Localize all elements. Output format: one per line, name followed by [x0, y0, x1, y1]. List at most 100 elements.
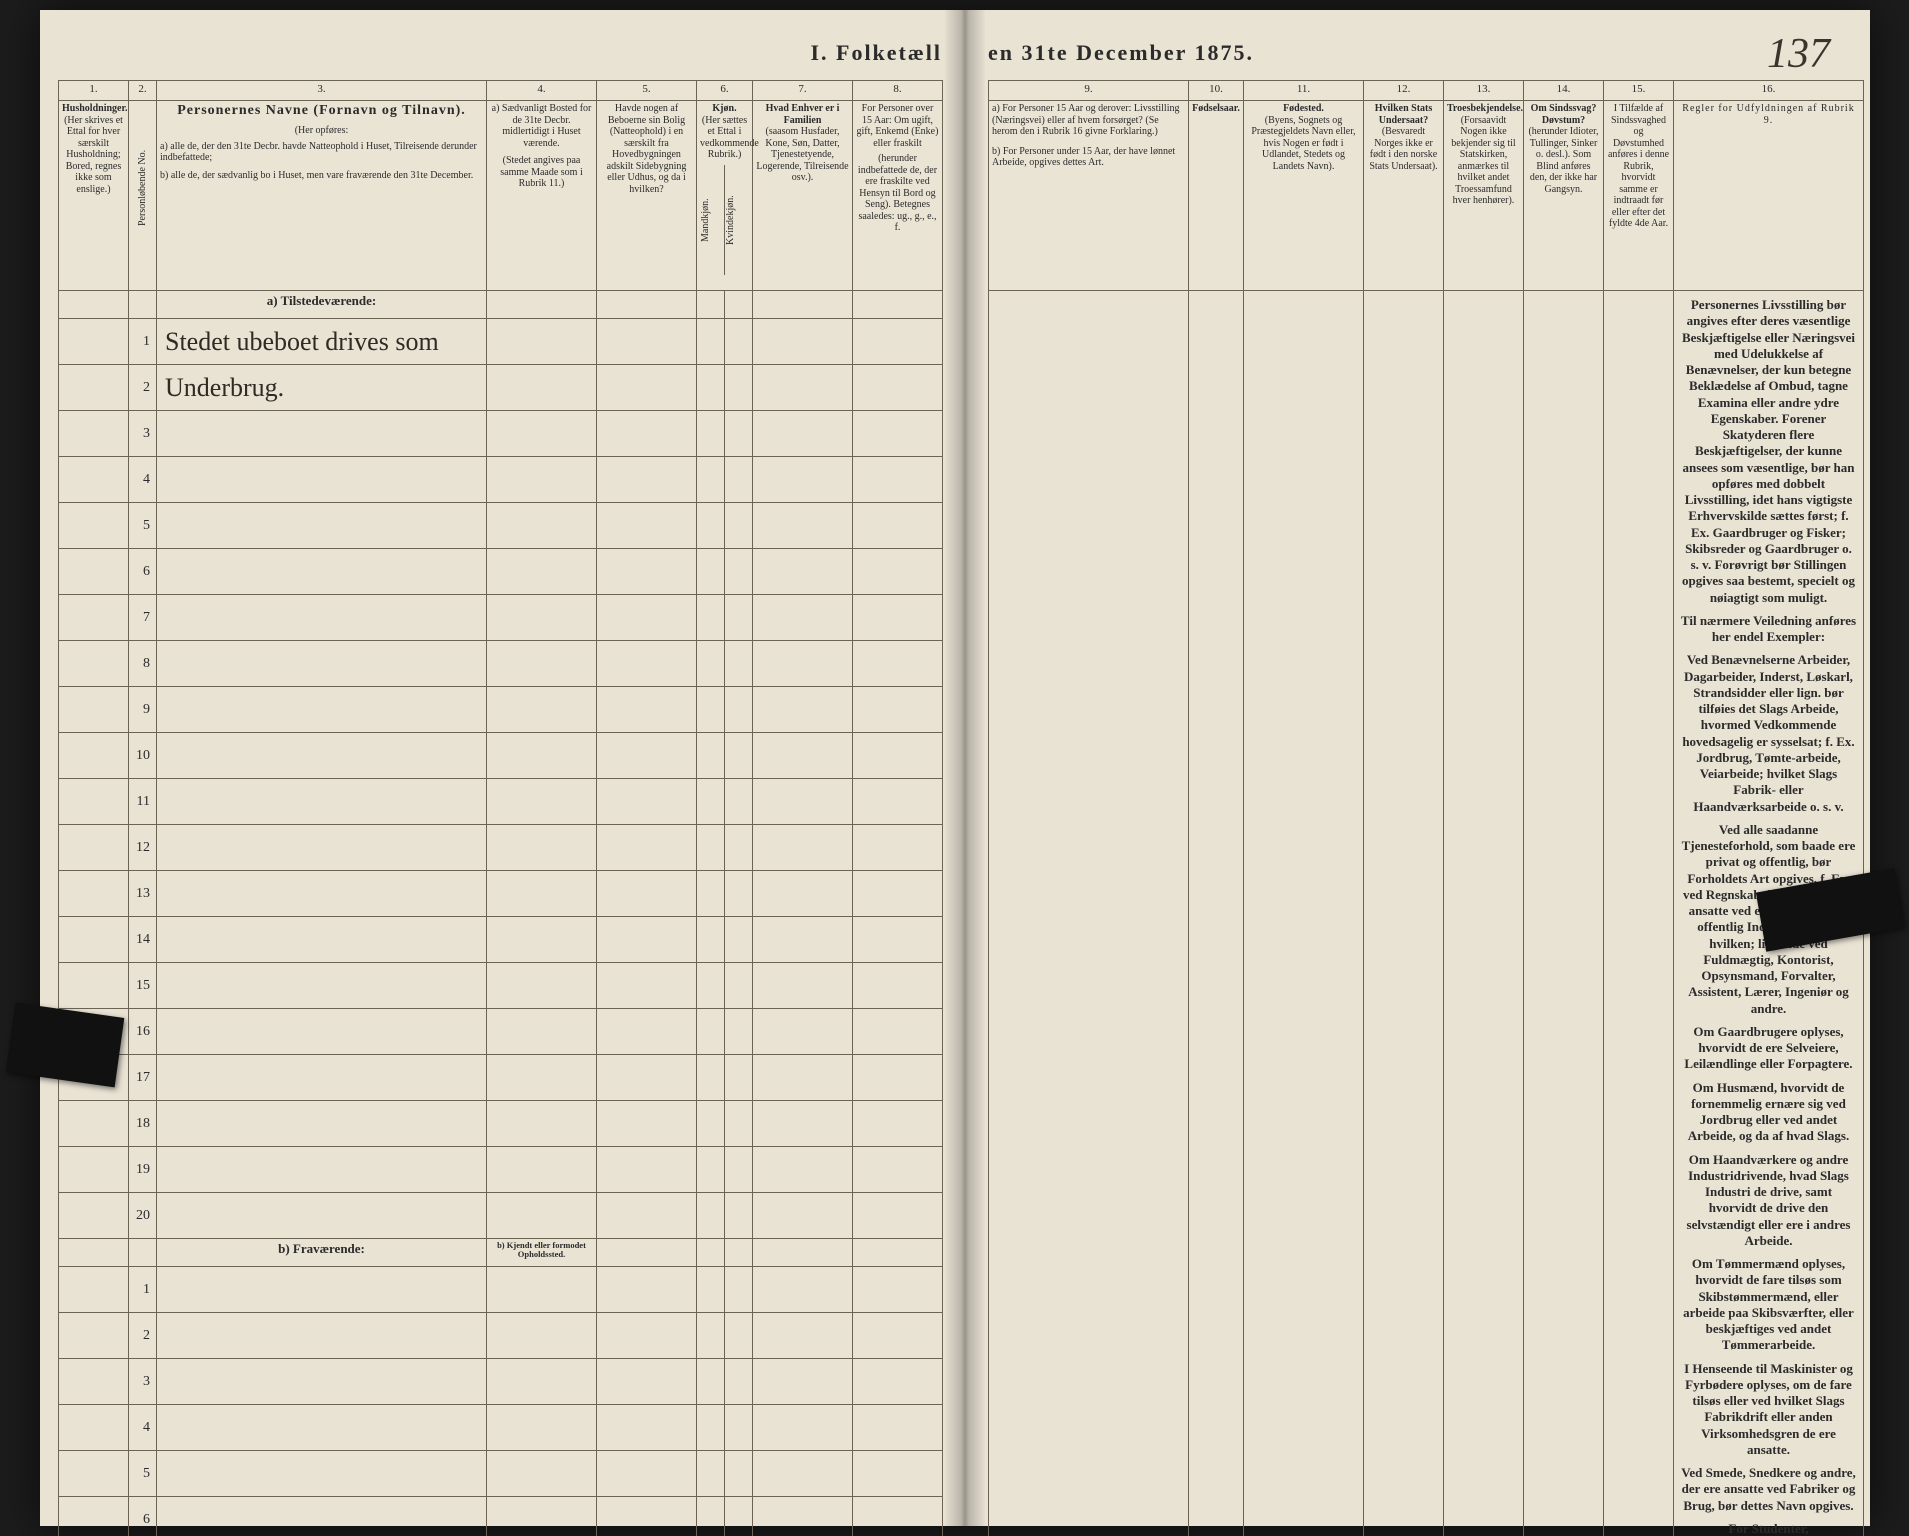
rules-paragraph: Om Gaardbrugere oplyses, hvorvidt de ere…: [1680, 1024, 1857, 1073]
ledger-table-left: 1. 2. 3. 4. 5. 6. 7. 8. Husholdninger. (…: [58, 80, 943, 1536]
col-6-m: Mandkjøn.: [700, 165, 725, 275]
title-right: en 31te December 1875.: [988, 40, 1852, 80]
col-2-head: Personløbende No.: [129, 101, 157, 291]
table-row: 1: [59, 1267, 943, 1313]
section-a-row-r: Personernes Livsstilling bør angives eft…: [989, 291, 1864, 1536]
col-6-num: 6.: [697, 81, 753, 101]
row-number: 13: [129, 871, 157, 917]
col-10-title: Fødselsaar.: [1192, 103, 1240, 114]
table-row: 14: [59, 917, 943, 963]
rules-paragraph: Om Haandværkere og andre Industridrivend…: [1680, 1152, 1857, 1250]
col-6-k: Kvindekjøn.: [725, 165, 749, 275]
row-number: 4: [129, 457, 157, 503]
col-number-row: 1. 2. 3. 4. 5. 6. 7. 8.: [59, 81, 943, 101]
col-6-head: Kjøn. (Her sættes et Ettal i vedkommende…: [697, 101, 753, 291]
col-3-num: 3.: [157, 81, 487, 101]
col-11-num: 11.: [1244, 81, 1364, 101]
table-row: 9: [59, 687, 943, 733]
table-row: 7: [59, 595, 943, 641]
table-row: 20: [59, 1193, 943, 1239]
col-8-num: 8.: [853, 81, 943, 101]
col-13-head: Troesbekjendelse. (Forsaavidt Nogen ikke…: [1444, 101, 1524, 291]
section-b-label: b) Fraværende:: [157, 1239, 487, 1267]
binding-clip-left: [6, 1003, 125, 1088]
table-row: 11: [59, 779, 943, 825]
section-b-row: b) Fraværende: b) Kjendt eller formodet …: [59, 1239, 943, 1267]
col-14-head: Om Sindssvag? Døvstum? (herunder Idioter…: [1524, 101, 1604, 291]
table-row: 16: [59, 1009, 943, 1055]
table-row: 8: [59, 641, 943, 687]
handwritten-text: Stedet ubeboet drives som: [157, 319, 487, 365]
row-number: 15: [129, 963, 157, 1009]
col-8-title: For Personer over 15 Aar: Om ugift, gift…: [856, 103, 939, 149]
col-13-sub: (Forsaavidt Nogen ikke bekjender sig til…: [1447, 115, 1520, 207]
row-number: 3: [129, 1359, 157, 1405]
col-4-sub: (Stedet angives paa samme Maade som i Ru…: [490, 155, 593, 190]
table-row: 4: [59, 457, 943, 503]
col-10-num: 10.: [1189, 81, 1244, 101]
row-number: 18: [129, 1101, 157, 1147]
rules-paragraph: Ved Benævnelserne Arbeider, Dagarbeider,…: [1680, 652, 1857, 815]
rules-paragraph: Ved Smede, Snedkere og andre, der ere an…: [1680, 1465, 1857, 1514]
row-number: 6: [129, 1497, 157, 1536]
table-row: 6: [59, 549, 943, 595]
row-number: 7: [129, 595, 157, 641]
table-row: 1Stedet ubeboet drives som: [59, 319, 943, 365]
col-13-title: Troesbekjendelse.: [1447, 103, 1523, 114]
table-row: 12: [59, 825, 943, 871]
col-3-head: Personernes Navne (Fornavn og Tilnavn). …: [157, 101, 487, 291]
col-11-title: Fødested.: [1283, 103, 1324, 114]
col-14-sub: (herunder Idioter, Tullinger, Sinker o. …: [1527, 126, 1600, 195]
col-8-head: For Personer over 15 Aar: Om ugift, gift…: [853, 101, 943, 291]
col-1-num: 1.: [59, 81, 129, 101]
col-4-head: a) Sædvanligt Bosted for de 31te Decbr. …: [487, 101, 597, 291]
table-row: 4: [59, 1405, 943, 1451]
col-11-head: Fødested. (Byens, Sognets og Præstegjeld…: [1244, 101, 1364, 291]
table-row: 2Underbrug.: [59, 365, 943, 411]
row-number: 1: [129, 1267, 157, 1313]
table-row: 3: [59, 411, 943, 457]
col-13-num: 13.: [1444, 81, 1524, 101]
handwritten-text: Underbrug.: [157, 365, 487, 411]
col-12-head: Hvilken Stats Undersaat? (Besvaredt Norg…: [1364, 101, 1444, 291]
col-2-title: Personløbende No.: [137, 103, 149, 273]
table-row: 10: [59, 733, 943, 779]
col-14-num: 14.: [1524, 81, 1604, 101]
col-15-head: I Tilfælde af Sindssvaghed og Døvstumhed…: [1604, 101, 1674, 291]
col-9-a: a) For Personer 15 Aar og derover: Livss…: [992, 103, 1185, 138]
col-6-title: Kjøn.: [712, 103, 736, 114]
table-row: 19: [59, 1147, 943, 1193]
col-number-row-r: 9. 10. 11. 12. 13. 14. 15. 16.: [989, 81, 1864, 101]
page-left: I. Folketæll 1. 2. 3.: [40, 10, 960, 1526]
col-3-title: Personernes Navne (Fornavn og Tilnavn).: [177, 103, 466, 118]
rules-paragraph: Til nærmere Veiledning anføres her endel…: [1680, 613, 1857, 646]
col-5-title: Havde nogen af Beboerne sin Bolig (Natte…: [600, 103, 693, 195]
col-16-title: Regler for Udfyldningen af Rubrik 9.: [1682, 103, 1854, 126]
col-12-sub: (Besvaredt Norges ikke er født i den nor…: [1367, 126, 1440, 172]
row-number: 9: [129, 687, 157, 733]
row-number: 6: [129, 549, 157, 595]
col-9-num: 9.: [989, 81, 1189, 101]
col-3-note: (Her opføres:: [160, 125, 483, 137]
col-12-title: Hvilken Stats Undersaat?: [1375, 103, 1433, 126]
ledger-book: I. Folketæll 1. 2. 3.: [40, 10, 1870, 1526]
row-number: 11: [129, 779, 157, 825]
rules-paragraph: Om Tømmermænd oplyses, hvorvidt de fare …: [1680, 1256, 1857, 1354]
title-left: I. Folketæll: [58, 40, 942, 80]
col-head-row-r: a) For Personer 15 Aar og derover: Livss…: [989, 101, 1864, 291]
col-16-head: Regler for Udfyldningen af Rubrik 9.: [1674, 101, 1864, 291]
col-4-title: a) Sædvanligt Bosted for de 31te Decbr. …: [490, 103, 593, 149]
col-12-num: 12.: [1364, 81, 1444, 101]
row-number: 3: [129, 411, 157, 457]
col-head-row: Husholdninger. (Her skrives et Ettal for…: [59, 101, 943, 291]
row-number: 8: [129, 641, 157, 687]
rules-paragraph: I Henseende til Maskinister og Fyrbødere…: [1680, 1361, 1857, 1459]
table-row: 18: [59, 1101, 943, 1147]
section-a-row: a) Tilstedeværende:: [59, 291, 943, 319]
row-number: 12: [129, 825, 157, 871]
table-row: 5: [59, 1451, 943, 1497]
page-number: 137: [1767, 30, 1830, 78]
col-16-num: 16.: [1674, 81, 1864, 101]
row-number: 1: [129, 319, 157, 365]
scanner-bed: I. Folketæll 1. 2. 3.: [0, 0, 1909, 1536]
